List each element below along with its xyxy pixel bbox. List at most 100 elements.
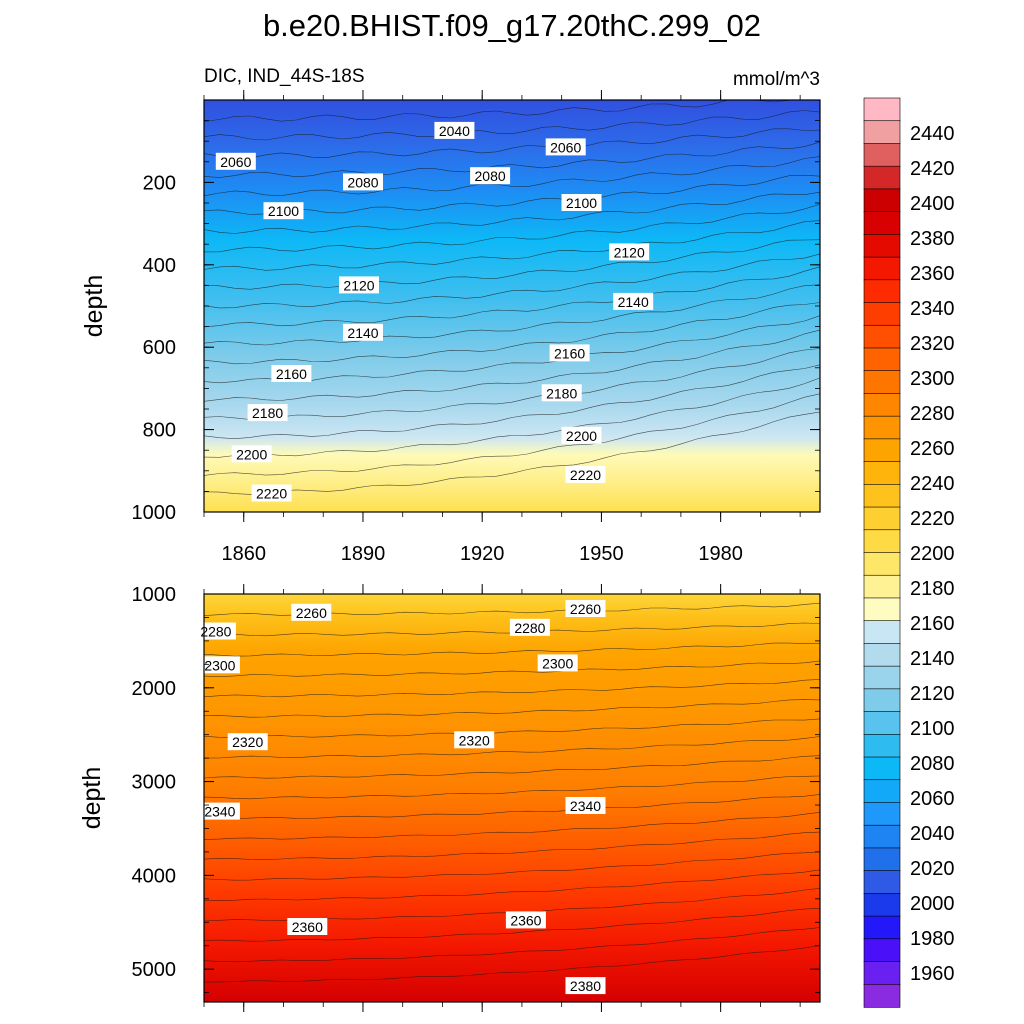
colorbar-label: 2140 <box>910 648 955 670</box>
colorbar-label: 2020 <box>910 858 955 880</box>
contour-label-box <box>434 121 475 139</box>
colorbar-swatch <box>863 552 901 576</box>
contour-label-text: 2260 <box>296 605 327 621</box>
contour-label-box <box>343 323 383 341</box>
colorbar-swatch <box>863 438 901 463</box>
colorbar-label: 2380 <box>910 228 955 250</box>
contour-line <box>203 775 821 800</box>
colorbar-swatch <box>863 597 901 622</box>
contour-line <box>203 393 821 476</box>
colorbar-label: 2160 <box>910 613 955 635</box>
y-tick-label: 5000 <box>132 959 177 981</box>
contour-line <box>203 302 821 365</box>
contour-label: 2340 <box>199 802 240 820</box>
contour-label: 2300 <box>199 656 240 674</box>
upper-contour-labels: 2040 2060 2060 2080 2080 2100 2100 2120 2120 2140… <box>215 121 654 502</box>
y-tick-label: 800 <box>143 420 176 442</box>
colorbar-swatch <box>863 756 901 781</box>
colorbar-swatch <box>863 574 901 599</box>
contour-label: 2120 <box>339 276 379 294</box>
contour-line <box>203 377 821 458</box>
colorbar-swatch <box>863 824 901 849</box>
y-tick-label: 600 <box>143 337 176 359</box>
variable-label: DIC, IND_44S-18S <box>204 66 365 87</box>
contour-label-box <box>454 731 495 749</box>
contour-label-text: 2140 <box>618 294 649 310</box>
contour-label: 2140 <box>613 292 654 310</box>
contour-label-box <box>565 465 606 483</box>
colorbar-label: 2320 <box>910 333 955 355</box>
x-tick-label: 1920 <box>460 543 505 565</box>
contour-label-box <box>195 622 236 640</box>
contour-label: 2320 <box>454 731 495 749</box>
contour-label: 2060 <box>215 152 256 170</box>
colorbar-swatch <box>863 461 901 486</box>
contour-line <box>203 348 821 420</box>
contour-line <box>203 220 821 271</box>
contour-label-box <box>251 484 292 502</box>
chart-title: b.e20.BHIST.f09_g17.20thC.299_02 <box>263 8 761 43</box>
colorbar-swatch <box>863 893 901 917</box>
contour-line <box>203 699 821 718</box>
colorbar-swatch <box>863 165 901 190</box>
contour-label: 2080 <box>343 173 383 191</box>
contour-line <box>203 642 821 657</box>
contour-label-box <box>537 654 578 672</box>
contour-label: 2140 <box>343 323 383 341</box>
contour-label-box <box>545 138 586 156</box>
contour-label-text: 2280 <box>514 620 545 636</box>
contour-line <box>203 660 821 678</box>
colorbar-label: 2120 <box>910 683 955 705</box>
contour-label-box <box>609 243 650 261</box>
colorbar-label: 2360 <box>910 263 955 285</box>
colorbar-swatch <box>863 324 901 349</box>
contour-line <box>203 794 821 820</box>
contour-label: 2060 <box>545 138 586 156</box>
upper-panel: 2040 2060 2060 2080 2080 2100 2100 2120 2120 2140… <box>80 90 821 565</box>
contour-label-box <box>199 802 240 820</box>
contour-label-text: 2160 <box>276 366 307 382</box>
contour-label-text: 2360 <box>292 919 323 935</box>
x-tick-label: 1980 <box>698 543 743 565</box>
y-tick-label: 3000 <box>132 772 177 794</box>
colorbar-label: 2240 <box>910 473 955 495</box>
units-label: mmol/m^3 <box>733 69 820 90</box>
contour-label-box <box>509 618 550 636</box>
colorbar-swatch <box>863 234 901 258</box>
contour-label-box <box>263 202 304 220</box>
colorbar-swatch <box>863 370 901 395</box>
colorbar-swatch <box>863 643 901 667</box>
colorbar-swatch <box>863 347 901 372</box>
contour-line <box>203 364 821 440</box>
contour-label-box <box>343 173 383 191</box>
colorbar-label: 2260 <box>910 438 955 460</box>
colorbar-swatch <box>863 484 901 508</box>
contour-label-text: 2080 <box>347 174 378 190</box>
contour-line <box>203 253 821 309</box>
contour-label-text: 2340 <box>570 798 601 814</box>
colorbar-swatch <box>863 688 901 713</box>
colorbar-swatch <box>863 733 901 758</box>
contour-label: 2300 <box>537 654 578 672</box>
lower-contour-labels: 2260 2260 2280 2280 2300 2300 2320 2320 2340 2340… <box>195 600 606 995</box>
colorbar-label: 2080 <box>910 753 955 775</box>
contour-label-text: 2060 <box>220 154 251 170</box>
contour-label: 2220 <box>251 484 292 502</box>
contour-label: 2100 <box>263 202 304 220</box>
upper-axes: 200 400 600 800 1000 1860 1890 1920 1950 1980 <box>132 90 820 565</box>
contour-line <box>203 831 821 861</box>
contour-label-box <box>215 152 256 170</box>
contour-label: 2360 <box>287 918 328 935</box>
contour-label-text: 2100 <box>268 203 299 219</box>
colorbar-swatch <box>863 143 901 167</box>
colorbar-swatch <box>863 983 901 1008</box>
contour-label: 2280 <box>509 618 550 636</box>
colorbar-swatch <box>863 97 901 122</box>
colorbar-swatch <box>863 256 901 281</box>
contour-label-text: 2300 <box>204 657 235 673</box>
colorbar-label: 2220 <box>910 508 955 530</box>
contour-line <box>203 141 821 178</box>
colorbar-label: 1980 <box>910 928 955 950</box>
contour-label-text: 2280 <box>200 624 231 640</box>
